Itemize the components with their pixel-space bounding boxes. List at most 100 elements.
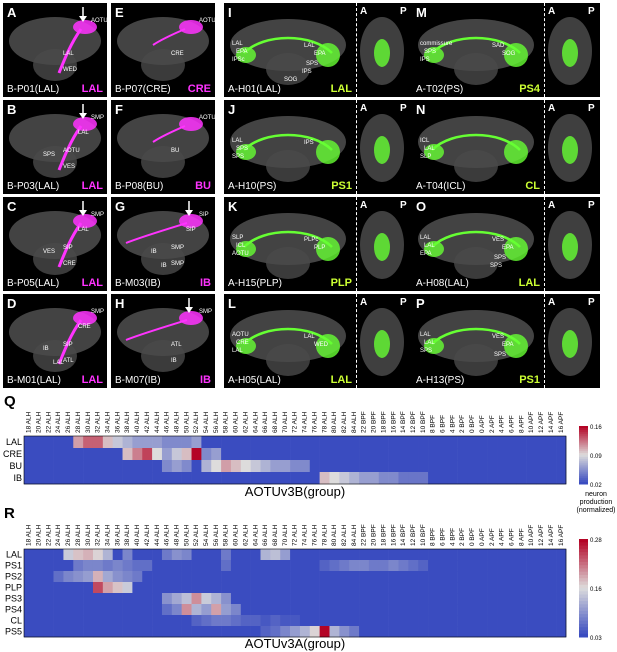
heatmap-cell <box>319 571 330 583</box>
heatmap-cell <box>122 593 133 605</box>
heatmap-cell <box>142 436 153 449</box>
panel-name: B-P01(LAL) <box>7 84 60 95</box>
heatmap-cell <box>280 615 291 627</box>
heatmap-cell <box>457 448 468 461</box>
heatmap-cell <box>339 582 350 594</box>
heatmap-cell <box>152 472 163 485</box>
brain-render <box>230 114 404 182</box>
anterior-label: A <box>360 200 368 211</box>
heatmap-cell <box>536 615 547 627</box>
heatmap-cell <box>437 549 449 561</box>
heatmap-cell <box>398 549 409 561</box>
neuropil-label: SMP <box>91 212 105 218</box>
heatmap-cell <box>230 582 242 594</box>
heatmap-cell <box>368 472 380 485</box>
heatmap-cell <box>556 460 567 473</box>
heatmap-cell <box>487 448 498 461</box>
neuron-arbor-left <box>236 144 256 160</box>
heatmap-cell <box>250 593 261 605</box>
heatmap-cell <box>53 615 64 627</box>
heatmap-cell <box>349 549 360 561</box>
heatmap-cell <box>329 436 340 449</box>
heatmap-cell <box>388 571 399 583</box>
row-label: PS4 <box>5 605 22 615</box>
heatmap-cell <box>201 582 212 594</box>
ap-divider <box>544 3 545 97</box>
colorbar-segment <box>579 460 588 464</box>
heatmap-cell <box>299 582 311 594</box>
heatmap-cell <box>171 571 182 583</box>
heatmap-cell <box>43 472 54 485</box>
heatmap-cell <box>477 571 488 583</box>
heatmap-cell <box>457 582 468 594</box>
heatmap-cell <box>497 549 508 561</box>
heatmap-cell <box>270 472 281 485</box>
heatmap-cell <box>329 560 340 572</box>
row-label: PS2 <box>5 572 22 582</box>
neuropil-label: SPS <box>306 61 319 67</box>
heatmap-cell <box>191 460 202 473</box>
heatmap-cell <box>122 571 133 583</box>
heatmap-cell <box>270 571 281 583</box>
heatmap-cell <box>230 626 242 638</box>
heatmap-cell <box>418 460 429 473</box>
heatmap-cell <box>447 582 458 594</box>
heatmap-cell <box>506 549 518 561</box>
heatmap-cell <box>487 582 498 594</box>
stage-tick-label: 68 ALH <box>272 411 279 433</box>
brain-lobe <box>266 53 310 85</box>
heatmap-cell <box>240 448 251 461</box>
heatmap-cell <box>506 615 518 627</box>
panel-tag: LAL <box>81 83 103 95</box>
stage-tick-label: 56 ALH <box>213 411 220 433</box>
neuropil-label: SPS <box>420 348 433 354</box>
heatmap-cell <box>477 615 488 627</box>
heatmap-cell <box>73 582 84 594</box>
colorbar-segment <box>579 597 588 602</box>
heatmap-cell <box>161 472 173 485</box>
heatmap-cell <box>142 460 153 473</box>
stage-tick-label: 20 BPF <box>371 411 378 433</box>
stage-tick-label: 0 APF <box>479 415 486 433</box>
arrowhead-icon <box>79 16 87 22</box>
heatmap-cell <box>487 615 498 627</box>
heatmap-cell <box>408 436 419 449</box>
heatmap-cell <box>359 626 370 638</box>
neuropil-label: IB <box>171 358 177 364</box>
heatmap-cell <box>408 626 419 638</box>
heatmap-cell <box>359 593 370 605</box>
heatmap-cell <box>230 604 242 616</box>
stage-tick-label: 72 ALH <box>292 524 299 546</box>
heatmap-cell <box>290 560 301 572</box>
brain-render <box>117 201 209 275</box>
heatmap-cell <box>211 436 222 449</box>
stage-tick-label: 74 ALH <box>302 411 309 433</box>
heatmap-cell <box>260 626 271 638</box>
heatmap-cell <box>319 582 330 594</box>
heatmap-cell <box>309 604 320 616</box>
heatmap-cell <box>171 472 182 485</box>
heatmap-cell <box>319 549 330 561</box>
heatmap-cell <box>319 593 330 605</box>
heatmap-cell <box>270 448 281 461</box>
heatmap-cell <box>102 615 113 627</box>
brain-lobe <box>141 340 185 372</box>
heatmap-cell <box>43 436 54 449</box>
neuropil-label: EPA <box>502 342 514 348</box>
neuropil-label: AOTU <box>199 18 215 24</box>
stage-tick-label: 40 ALH <box>134 524 141 546</box>
anterior-label: A <box>360 6 368 17</box>
heatmap-cell <box>250 604 261 616</box>
stage-tick-label: 82 ALH <box>341 524 348 546</box>
panel-name: B-M07(IB) <box>115 375 161 386</box>
heatmap-cell <box>152 448 163 461</box>
heatmap-cell <box>546 615 557 627</box>
heatmap-cell <box>506 593 518 605</box>
heatmap-cell <box>457 593 468 605</box>
heatmap-cell <box>92 448 104 461</box>
posterior-label: P <box>400 297 407 308</box>
neuron-arbor-left <box>424 338 444 354</box>
heatmap-cell <box>132 460 143 473</box>
heatmap-cell <box>171 448 182 461</box>
heatmap-cell <box>260 436 271 449</box>
